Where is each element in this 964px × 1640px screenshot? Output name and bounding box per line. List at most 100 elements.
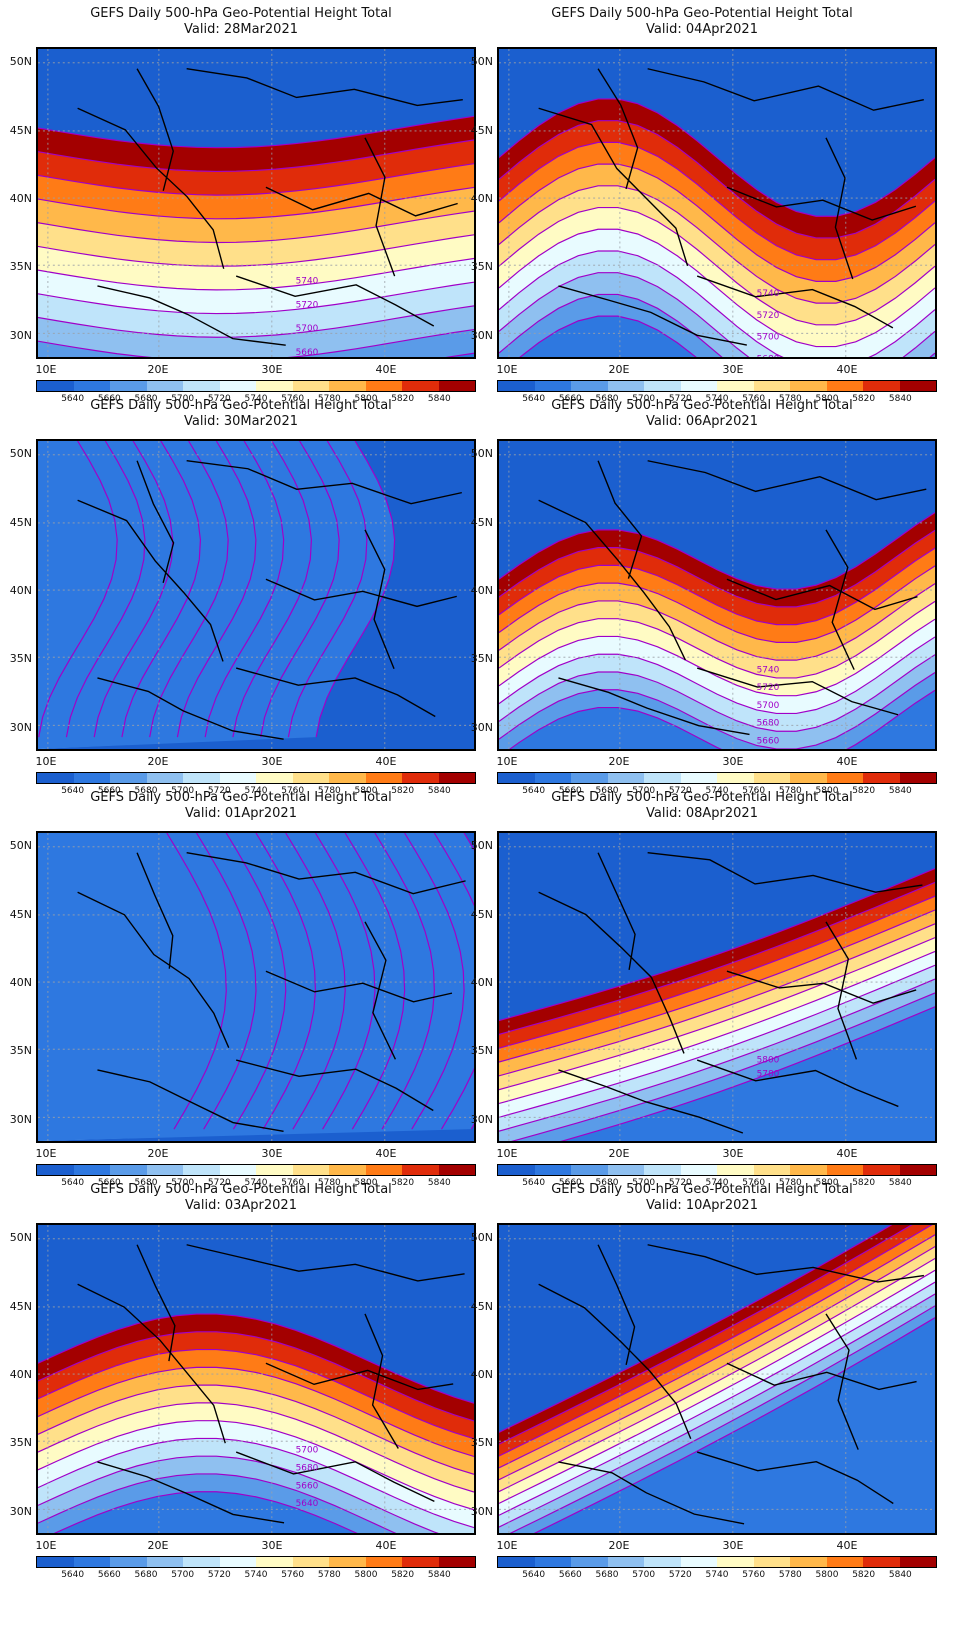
- latitude-label: 50N: [470, 1231, 493, 1244]
- colorbar-label: 5640: [522, 786, 546, 796]
- colorbar-segment: [534, 1557, 571, 1567]
- longitude-label: 10E: [35, 363, 57, 376]
- colorbar-label: 5720: [668, 394, 692, 404]
- panel-title: GEFS Daily 500-hPa Geo-Potential Height …: [90, 6, 392, 21]
- colorbar-label: 5640: [61, 394, 85, 404]
- colorbar-label: 5740: [705, 786, 729, 796]
- colorbar-segment: [899, 1557, 936, 1567]
- colorbar-label: 5820: [391, 394, 415, 404]
- colorbar-segment: [365, 1165, 402, 1175]
- colorbar-segment: [146, 773, 183, 783]
- contour-label: 5780: [757, 1069, 780, 1079]
- longitude-label: 10E: [496, 1539, 518, 1552]
- colorbar-segment: [863, 1557, 900, 1567]
- colorbar-label: 5700: [171, 394, 195, 404]
- colorbar: [497, 1556, 937, 1568]
- longitude-label: 10E: [496, 755, 518, 768]
- colorbar-label: 5700: [632, 1570, 656, 1580]
- colorbar-segment: [498, 1557, 535, 1567]
- colorbar-segment: [571, 1165, 608, 1175]
- colorbar-label: 5820: [391, 1178, 415, 1188]
- contour-label: 5740: [296, 277, 319, 287]
- colorbar-segment: [571, 381, 608, 391]
- latitude-label: 30N: [9, 1505, 32, 1518]
- longitude-label: 30E: [722, 1539, 744, 1552]
- colorbar-label: 5840: [888, 1178, 912, 1188]
- colorbar-label: 5720: [207, 786, 231, 796]
- latitude-label: 40N: [470, 976, 493, 989]
- latitude-label: 45N: [470, 516, 493, 529]
- colorbar-segment: [607, 381, 644, 391]
- colorbar: [497, 1164, 937, 1176]
- panel-title: GEFS Daily 500-hPa Geo-Potential Height …: [90, 1182, 392, 1197]
- colorbar-segment: [183, 1165, 220, 1175]
- panel-title: GEFS Daily 500-hPa Geo-Potential Height …: [551, 398, 853, 413]
- latitude-label: 35N: [9, 652, 32, 665]
- colorbar-label: 5680: [595, 394, 619, 404]
- colorbar-segment: [790, 381, 827, 391]
- colorbar-segment: [365, 773, 402, 783]
- colorbar-segment: [292, 1165, 329, 1175]
- colorbar-segment: [219, 1557, 256, 1567]
- colorbar-segment: [110, 773, 147, 783]
- colorbar: [36, 772, 476, 784]
- latitude-label: 45N: [9, 124, 32, 137]
- colorbar-segment: [790, 1557, 827, 1567]
- colorbar-label: 5800: [815, 1570, 839, 1580]
- colorbar-segment: [146, 381, 183, 391]
- colorbar-label: 5820: [852, 786, 876, 796]
- colorbar-label: 5800: [354, 1178, 378, 1188]
- contour-label: 5680: [296, 1464, 319, 1474]
- longitude-label: 20E: [147, 1147, 169, 1160]
- colorbar-segment: [256, 1165, 293, 1175]
- contour-label: 5700: [296, 324, 319, 334]
- colorbar-label: 5840: [888, 786, 912, 796]
- contour-label: 5660: [296, 348, 319, 357]
- colorbar-segment: [826, 381, 863, 391]
- colorbar-label: 5660: [558, 786, 582, 796]
- colorbar-segment: [329, 381, 366, 391]
- colorbar-segment: [753, 1165, 790, 1175]
- map-panel: GEFS Daily 500-hPa Geo-Potential Height …: [461, 392, 943, 802]
- map-panel: GEFS Daily 500-hPa Geo-Potential Height …: [461, 1176, 943, 1586]
- colorbar-segment: [146, 1165, 183, 1175]
- colorbar: [36, 1164, 476, 1176]
- contour-label: 5700: [757, 333, 780, 343]
- colorbar-segment: [365, 1557, 402, 1567]
- colorbar-label: 5840: [427, 786, 451, 796]
- colorbar-label: 5800: [354, 786, 378, 796]
- panel-valid-date: Valid: 01Apr2021: [185, 806, 297, 821]
- map-panel: GEFS Daily 500-hPa Geo-Potential Height …: [0, 0, 482, 410]
- longitude-label: 40E: [375, 1539, 397, 1552]
- colorbar-label: 5660: [558, 1570, 582, 1580]
- latitude-label: 50N: [9, 839, 32, 852]
- colorbar-label: 5760: [281, 1178, 305, 1188]
- colorbar-segment: [219, 773, 256, 783]
- longitude-label: 20E: [608, 1147, 630, 1160]
- colorbar-label: 5740: [244, 1570, 268, 1580]
- colorbar-segment: [680, 1557, 717, 1567]
- colorbar-label: 5760: [281, 394, 305, 404]
- colorbar-label: 5800: [815, 786, 839, 796]
- colorbar-segment: [365, 381, 402, 391]
- colorbar-segment: [607, 1165, 644, 1175]
- colorbar-segment: [826, 1557, 863, 1567]
- geopotential-map: [36, 439, 476, 751]
- longitude-label: 30E: [261, 1147, 283, 1160]
- colorbar-segment: [110, 381, 147, 391]
- colorbar-label: 5640: [522, 1570, 546, 1580]
- colorbar-label: 5740: [244, 786, 268, 796]
- colorbar-label: 5680: [134, 1570, 158, 1580]
- colorbar-label: 5780: [778, 394, 802, 404]
- longitude-label: 30E: [261, 363, 283, 376]
- colorbar-label: 5660: [97, 1178, 121, 1188]
- panel-title: GEFS Daily 500-hPa Geo-Potential Height …: [90, 398, 392, 413]
- colorbar-segment: [37, 381, 74, 391]
- colorbar-label: 5800: [815, 1178, 839, 1188]
- colorbar-segment: [183, 773, 220, 783]
- colorbar-segment: [37, 773, 74, 783]
- colorbar-label: 5820: [852, 394, 876, 404]
- panel-valid-date: Valid: 08Apr2021: [646, 806, 758, 821]
- colorbar-segment: [402, 381, 439, 391]
- colorbar-label: 5740: [705, 1570, 729, 1580]
